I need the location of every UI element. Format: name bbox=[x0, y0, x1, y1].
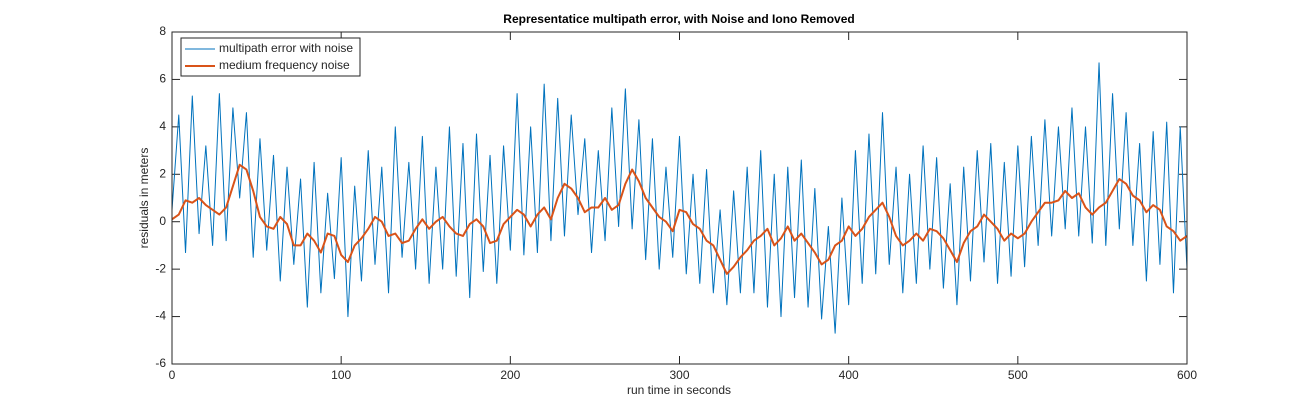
x-tick-label: 0 bbox=[169, 368, 176, 382]
y-tick-label: 6 bbox=[159, 72, 166, 86]
y-tick-label: 2 bbox=[159, 166, 166, 180]
data-line bbox=[171, 62, 1188, 334]
x-tick-label: 400 bbox=[839, 368, 859, 382]
y-tick-label: 0 bbox=[159, 214, 166, 228]
legend-box bbox=[180, 37, 361, 77]
y-tick-label: 4 bbox=[159, 119, 166, 133]
axes-box bbox=[171, 31, 1188, 365]
legend-label: medium frequency noise bbox=[219, 58, 350, 72]
legend-label: multipath error with noise bbox=[219, 41, 353, 55]
y-tick-label: 8 bbox=[159, 24, 166, 38]
y-tick-label: -6 bbox=[155, 356, 166, 370]
legend: multipath error with noise medium frequen… bbox=[180, 37, 361, 77]
x-tick-label: 600 bbox=[1177, 368, 1197, 382]
plot-area bbox=[172, 32, 1187, 364]
y-tick-label: -2 bbox=[155, 261, 166, 275]
x-tick-label: 100 bbox=[331, 368, 351, 382]
x-tick-label: 300 bbox=[669, 368, 689, 382]
x-tick-label: 200 bbox=[500, 368, 520, 382]
data-line bbox=[171, 163, 1188, 275]
x-axis-label: run time in seconds bbox=[627, 383, 731, 397]
chart-title: Representatice multipath error, with Noi… bbox=[503, 12, 854, 26]
y-axis-label: residuals in meters bbox=[137, 148, 151, 249]
y-tick-label: -4 bbox=[155, 309, 166, 323]
x-tick-label: 500 bbox=[1008, 368, 1028, 382]
